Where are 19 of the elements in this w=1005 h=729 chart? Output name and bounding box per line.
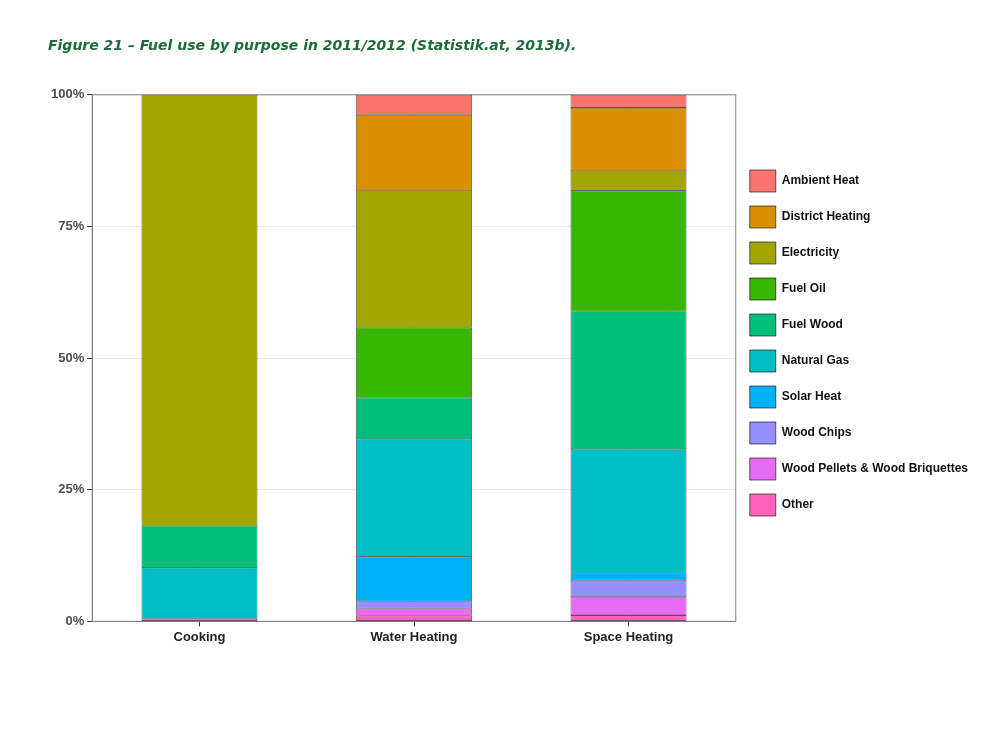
legend-label: Electricity <box>781 245 840 260</box>
legend-label: Ambient Heat <box>781 173 860 188</box>
y-tick-label: 25% <box>58 481 85 497</box>
legend-label: Wood Pellets & Wood Briquettes <box>781 461 969 476</box>
y-tick-label: 0% <box>65 612 85 628</box>
x-tick-label: Space Heating <box>583 628 674 644</box>
y-tick-label: 50% <box>58 349 85 365</box>
legend-label: Fuel Oil <box>781 281 826 296</box>
x-tick-label: Water Heating <box>370 628 458 644</box>
y-tick-label: 100% <box>51 86 85 102</box>
y-tick-label: 75% <box>58 218 85 234</box>
legend-label: District Heating <box>781 209 871 224</box>
legend-label: Other <box>781 497 815 512</box>
legend-label: Fuel Wood <box>781 317 843 332</box>
legend-label: Solar Heat <box>781 389 842 404</box>
legend-label: Natural Gas <box>781 353 850 368</box>
chart-title: Figure 21 – Fuel use by purpose in 2011/2012 (Statistik.at, 2013b). <box>48 37 577 54</box>
x-tick-label: Cooking <box>173 628 226 644</box>
legend-label: Wood Chips <box>781 425 852 440</box>
